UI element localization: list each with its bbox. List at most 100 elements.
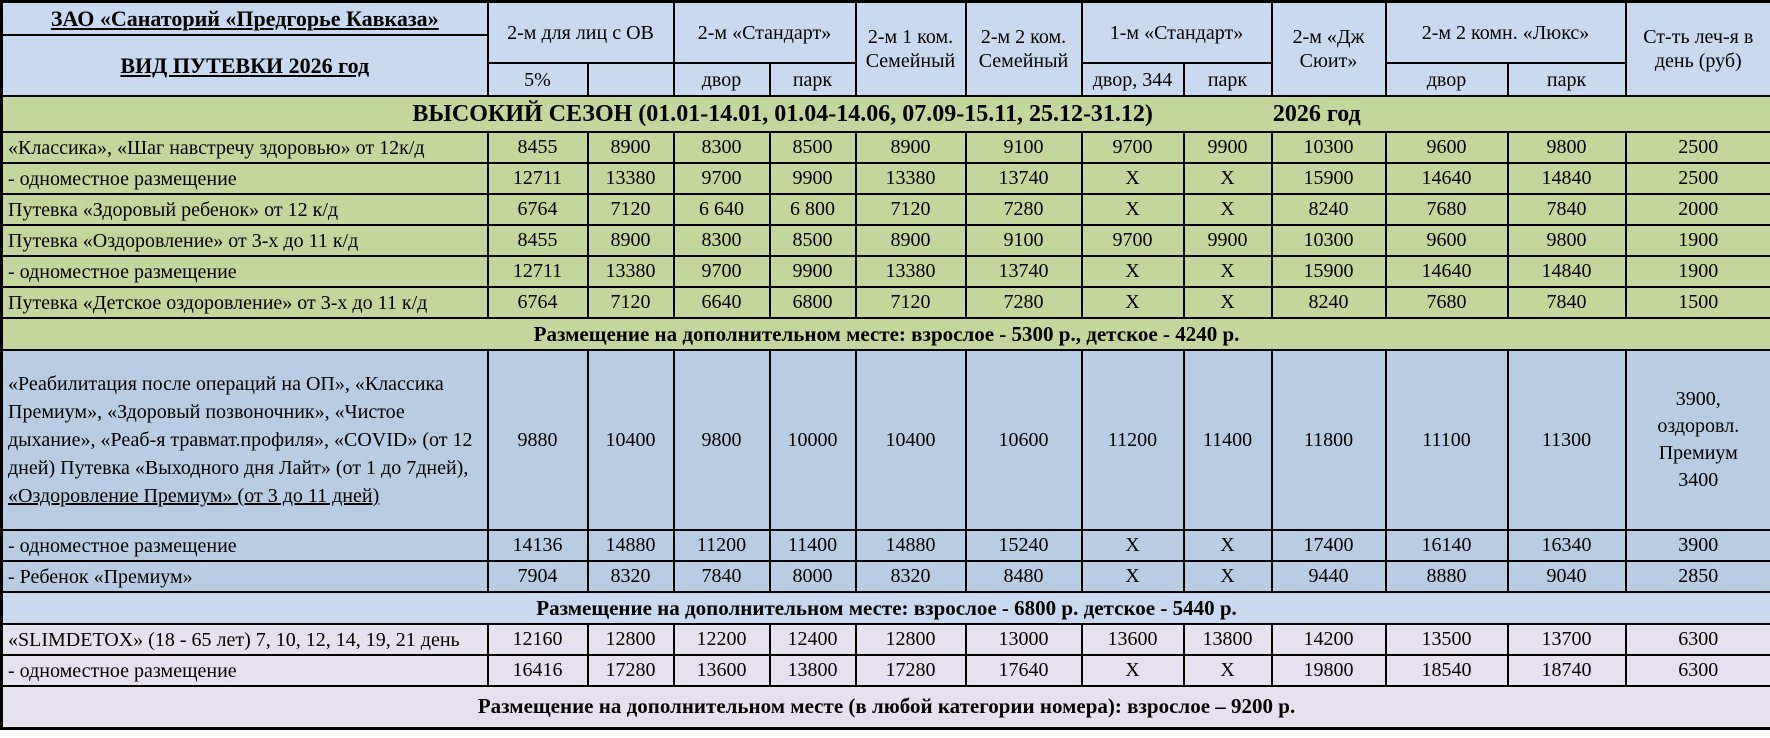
header-row-subcols: 5% двор парк двор, 344 парк двор парк [2, 62, 1770, 97]
price-cell: 9900 [768, 255, 857, 288]
price-cell: X [1182, 529, 1273, 562]
subcol-lux-dvor: двор [1384, 62, 1509, 97]
price-cell: X [1080, 529, 1185, 562]
price-cell: 13000 [964, 623, 1083, 656]
row-label: Путевка «Здоровый ребенок» от 12 к/д [0, 193, 489, 226]
price-cell: 9100 [964, 224, 1083, 257]
price-row: «SLIMDETOX» (18 - 65 лет) 7, 10, 12, 14,… [0, 623, 1770, 656]
price-cell: 8880 [1384, 560, 1509, 593]
price-cell: 7680 [1384, 193, 1509, 226]
price-cell: 9700 [1080, 224, 1185, 257]
price-cell: 16140 [1384, 529, 1509, 562]
price-cell: 14880 [854, 529, 967, 562]
price-cell: 13380 [586, 255, 675, 288]
price-cell: 11400 [768, 529, 857, 562]
row-label: - одноместное размещение [0, 654, 489, 687]
subcol-st1-park: парк [1182, 62, 1273, 97]
row-label: - одноместное размещение [0, 162, 489, 195]
price-cell: 8240 [1270, 286, 1387, 319]
season-header-row: ВЫСОКИЙ СЕЗОН (01.01-14.01, 01.04-14.06,… [0, 95, 1770, 133]
price-cell: 3900 [1624, 529, 1770, 562]
col-group-family1: 2-м 1 ком. Семейный [854, 0, 967, 97]
price-cell: 17640 [964, 654, 1083, 687]
price-cell: 2500 [1624, 131, 1770, 164]
price-cell: 7280 [964, 286, 1083, 319]
row-label: «Классика», «Шаг навстречу здоровью» от … [0, 131, 489, 164]
price-cell: 6764 [486, 286, 589, 319]
row-label-underlined-text: «Оздоровление Премиум» (от 3 до 11 дней) [8, 485, 380, 507]
price-cell: 6 640 [672, 193, 771, 226]
price-cell: 9800 [1506, 224, 1627, 257]
price-cell: 12400 [768, 623, 857, 656]
price-cell: 10400 [586, 349, 675, 531]
table-body: ВЫСОКИЙ СЕЗОН (01.01-14.01, 01.04-14.06,… [0, 95, 1770, 729]
price-cell: 14880 [586, 529, 675, 562]
note-text: Размещение на дополнительном месте: взро… [0, 317, 1770, 351]
price-cell: 11800 [1270, 349, 1387, 531]
price-cell: 2850 [1624, 560, 1770, 593]
row-label: - одноместное размещение [0, 255, 489, 288]
title-cell: ЗАО «Санаторий «Предгорье Кавказа» ВИД П… [0, 0, 489, 97]
price-cell: 7840 [1506, 286, 1627, 319]
price-cell: 9900 [768, 162, 857, 195]
price-row: Путевка «Оздоровление» от 3-х до 11 к/д 8… [0, 224, 1770, 257]
price-cell: 10600 [964, 349, 1083, 531]
header-row-groups: ЗАО «Санаторий «Предгорье Кавказа» ВИД П… [0, 0, 1770, 97]
price-cell: 16340 [1506, 529, 1627, 562]
price-cell: 9700 [672, 255, 771, 288]
price-cell: 7280 [964, 193, 1083, 226]
price-cell: 16416 [486, 654, 589, 687]
price-cell: 17280 [854, 654, 967, 687]
price-cell: 9800 [1506, 131, 1627, 164]
price-cell: 6800 [768, 286, 857, 319]
price-cell: X [1182, 255, 1273, 288]
price-cell: 7840 [672, 560, 771, 593]
price-row: - одноместное размещение 12711 13380 9700 99… [0, 255, 1770, 288]
price-cell: 8455 [486, 224, 589, 257]
price-cell: 7120 [586, 193, 675, 226]
price-cell: 9440 [1270, 560, 1387, 593]
price-cell: 10300 [1270, 131, 1387, 164]
note-text: Размещение на дополнительном месте: взро… [0, 591, 1770, 625]
price-cell: 7120 [854, 193, 967, 226]
col-group-lux: 2-м 2 комн. «Люкс» [1384, 0, 1627, 65]
price-cell: 14840 [1506, 255, 1627, 288]
price-cell: 8300 [672, 224, 771, 257]
price-cell: 13740 [964, 255, 1083, 288]
price-cell: 14136 [486, 529, 589, 562]
col-group-standard2: 2-м «Стандарт» [672, 0, 857, 65]
col-group-jrsuite: 2-м «Дж Сюит» [1270, 0, 1387, 97]
subcol-lux-park: парк [1506, 62, 1627, 97]
col-group-ov: 2-м для лиц с ОВ [486, 0, 675, 65]
price-cell: X [1080, 193, 1185, 226]
price-cell: 6640 [672, 286, 771, 319]
price-cell: 13600 [1080, 623, 1185, 656]
price-cell: 9600 [1384, 131, 1509, 164]
price-cell: 8480 [964, 560, 1083, 593]
price-cell: 7680 [1384, 286, 1509, 319]
row-label: - Ребенок «Премиум» [0, 560, 489, 593]
price-cell: 11100 [1384, 349, 1509, 531]
price-row: - Ребенок «Премиум» 7904 8320 7840 8000 8320 8… [0, 560, 1770, 593]
price-row: «Классика», «Шаг навстречу здоровью» от … [0, 131, 1770, 164]
price-cell: 15900 [1270, 162, 1387, 195]
price-cell: 9700 [1080, 131, 1185, 164]
row-label: Путевка «Детское оздоровление» от 3-х до… [0, 286, 489, 319]
price-cell: 13740 [964, 162, 1083, 195]
price-cell: 7840 [1506, 193, 1627, 226]
price-cell: 8900 [854, 131, 967, 164]
price-cell: 9900 [1182, 131, 1273, 164]
price-cell: 14640 [1384, 162, 1509, 195]
price-cell: 13600 [672, 654, 771, 687]
price-row: - одноместное размещение 14136 14880 11200 1… [0, 529, 1770, 562]
price-cell: 14200 [1270, 623, 1387, 656]
price-cell: 18540 [1384, 654, 1509, 687]
price-cell: 13380 [586, 162, 675, 195]
price-cell: 9100 [964, 131, 1083, 164]
price-row: - одноместное размещение 12711 13380 9700 99… [0, 162, 1770, 195]
price-cell: 8900 [854, 224, 967, 257]
price-cell: X [1080, 286, 1185, 319]
price-cell: 12200 [672, 623, 771, 656]
